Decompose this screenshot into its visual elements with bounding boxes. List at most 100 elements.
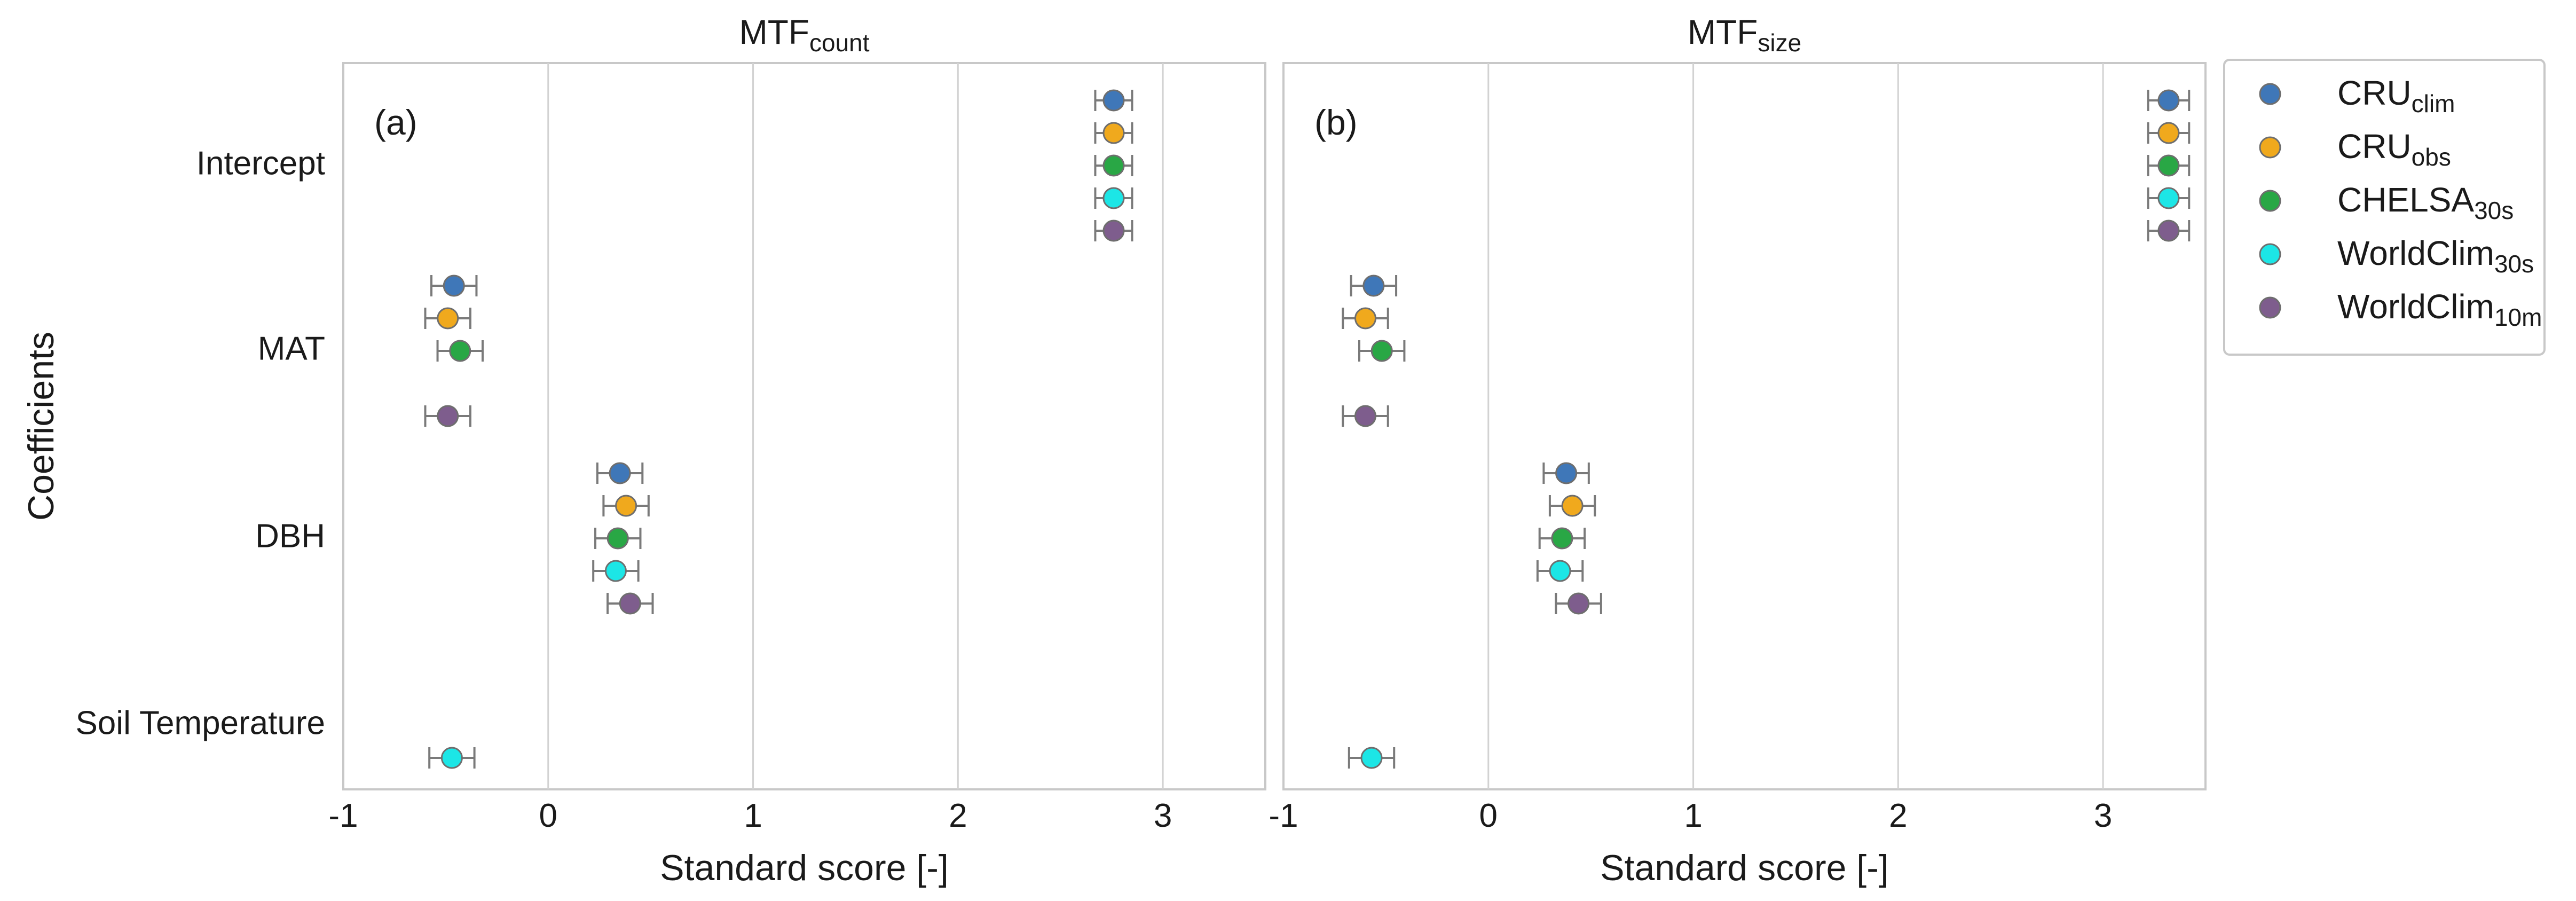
- marker: [443, 275, 465, 297]
- panel-b-grid: [1487, 63, 2104, 789]
- data-point: [592, 560, 640, 582]
- x-tick-label: 3: [1154, 797, 1172, 834]
- legend-label: WorldClim10m: [2337, 287, 2542, 331]
- panel-a-frame: [342, 62, 1266, 790]
- panel-a-marks: [424, 89, 1133, 769]
- data-point: [594, 527, 642, 550]
- data-point: [1358, 340, 1406, 362]
- panel-b-marks: [1342, 89, 2191, 769]
- panel-b-title: MTFsize: [1688, 13, 1801, 57]
- marker: [1555, 462, 1578, 484]
- marker: [1370, 340, 1393, 362]
- legend-box: [2223, 59, 2546, 356]
- marker: [1561, 495, 1584, 517]
- panel-b-title-base: MTF: [1688, 13, 1758, 51]
- data-point: [430, 275, 478, 297]
- legend-label: WorldClim30s: [2337, 234, 2534, 278]
- marker: [606, 527, 629, 550]
- legend-item: CHELSA30s: [2259, 181, 2514, 224]
- data-point: [1342, 405, 1389, 427]
- legend-item: CRUclim: [2259, 74, 2455, 117]
- data-point: [1342, 307, 1389, 330]
- marker: [437, 307, 459, 330]
- marker: [615, 495, 637, 517]
- x-tick-label: 3: [2094, 797, 2112, 834]
- panel-b-title-sub: size: [1758, 29, 1801, 57]
- marker: [1102, 89, 1125, 112]
- marker: [619, 592, 641, 615]
- y-tick-label: Soil Temperature: [75, 704, 325, 741]
- x-tick-label: 0: [539, 797, 557, 834]
- marker: [2157, 122, 2180, 144]
- data-point: [606, 592, 654, 615]
- legend-label: CRUclim: [2337, 74, 2455, 117]
- data-point: [602, 495, 650, 517]
- data-point: [1548, 495, 1596, 517]
- data-point: [1536, 560, 1584, 582]
- data-point: [436, 340, 484, 362]
- x-tick-label: 2: [1889, 797, 1907, 834]
- marker: [1102, 154, 1125, 177]
- data-point: [1348, 747, 1396, 769]
- panel-b-x-axis-label: Standard score [-]: [1600, 848, 1888, 888]
- panel-a-tag: (a): [374, 103, 417, 142]
- panel-b-frame: [1282, 62, 2207, 790]
- data-point: [2147, 122, 2191, 144]
- marker: [2157, 154, 2180, 177]
- marker: [2157, 220, 2180, 242]
- panel-b: -1 0 1 2 3 (b) MTFsize Standard score [-]: [1269, 13, 2207, 888]
- legend-marker: [2259, 190, 2281, 212]
- marker: [1102, 187, 1125, 209]
- marker: [1549, 560, 1571, 582]
- legend-marker: [2259, 83, 2281, 105]
- data-point: [2147, 187, 2191, 209]
- legend-label: CRUobs: [2337, 127, 2451, 171]
- data-point: [2147, 89, 2191, 112]
- legend-marker: [2259, 296, 2281, 319]
- data-point: [1094, 122, 1133, 144]
- panel-a-grid: [547, 63, 1164, 789]
- legend-item: WorldClim30s: [2259, 234, 2534, 278]
- marker: [1567, 592, 1590, 615]
- marker: [1102, 122, 1125, 144]
- data-point: [2147, 154, 2191, 177]
- panel-a-title-base: MTF: [739, 13, 809, 51]
- data-point: [428, 747, 476, 769]
- y-tick-label: Intercept: [196, 145, 325, 182]
- y-axis-label: Coefficients: [21, 332, 61, 521]
- marker: [609, 462, 631, 484]
- marker: [1354, 307, 1377, 330]
- data-point: [1094, 154, 1133, 177]
- legend-item: CRUobs: [2259, 127, 2451, 171]
- legend-item: WorldClim10m: [2259, 287, 2542, 331]
- marker: [1360, 747, 1383, 769]
- panel-a-title: MTFcount: [739, 13, 869, 57]
- data-point: [1094, 220, 1133, 242]
- panel-a-x-ticks: -1 0 1 2 3: [328, 797, 1172, 834]
- data-point: [1350, 275, 1398, 297]
- legend-marker: [2259, 243, 2281, 265]
- panel-b-tag: (b): [1314, 103, 1358, 142]
- legend-marker: [2259, 136, 2281, 159]
- data-point: [1555, 592, 1602, 615]
- panel-b-x-ticks: -1 0 1 2 3: [1269, 797, 2112, 834]
- x-tick-label: 2: [949, 797, 967, 834]
- marker: [1551, 527, 1573, 550]
- marker: [437, 405, 459, 427]
- x-tick-label: 0: [1479, 797, 1498, 834]
- marker: [1362, 275, 1385, 297]
- legend: CRUclim CRUobs CHELSA30s WorldClim30s WorldC…: [2223, 59, 2546, 356]
- marker: [2157, 89, 2180, 112]
- panel-a-x-axis-label: Standard score [-]: [660, 848, 948, 888]
- x-tick-label: -1: [1269, 797, 1298, 834]
- data-point: [1538, 527, 1586, 550]
- marker: [1102, 220, 1125, 242]
- data-point: [1094, 187, 1133, 209]
- marker: [449, 340, 471, 362]
- y-tick-label: DBH: [255, 518, 325, 554]
- marker: [440, 747, 463, 769]
- data-point: [2147, 220, 2191, 242]
- data-point: [424, 405, 471, 427]
- legend-items: CRUclim CRUobs CHELSA30s WorldClim30s WorldC…: [2259, 74, 2542, 331]
